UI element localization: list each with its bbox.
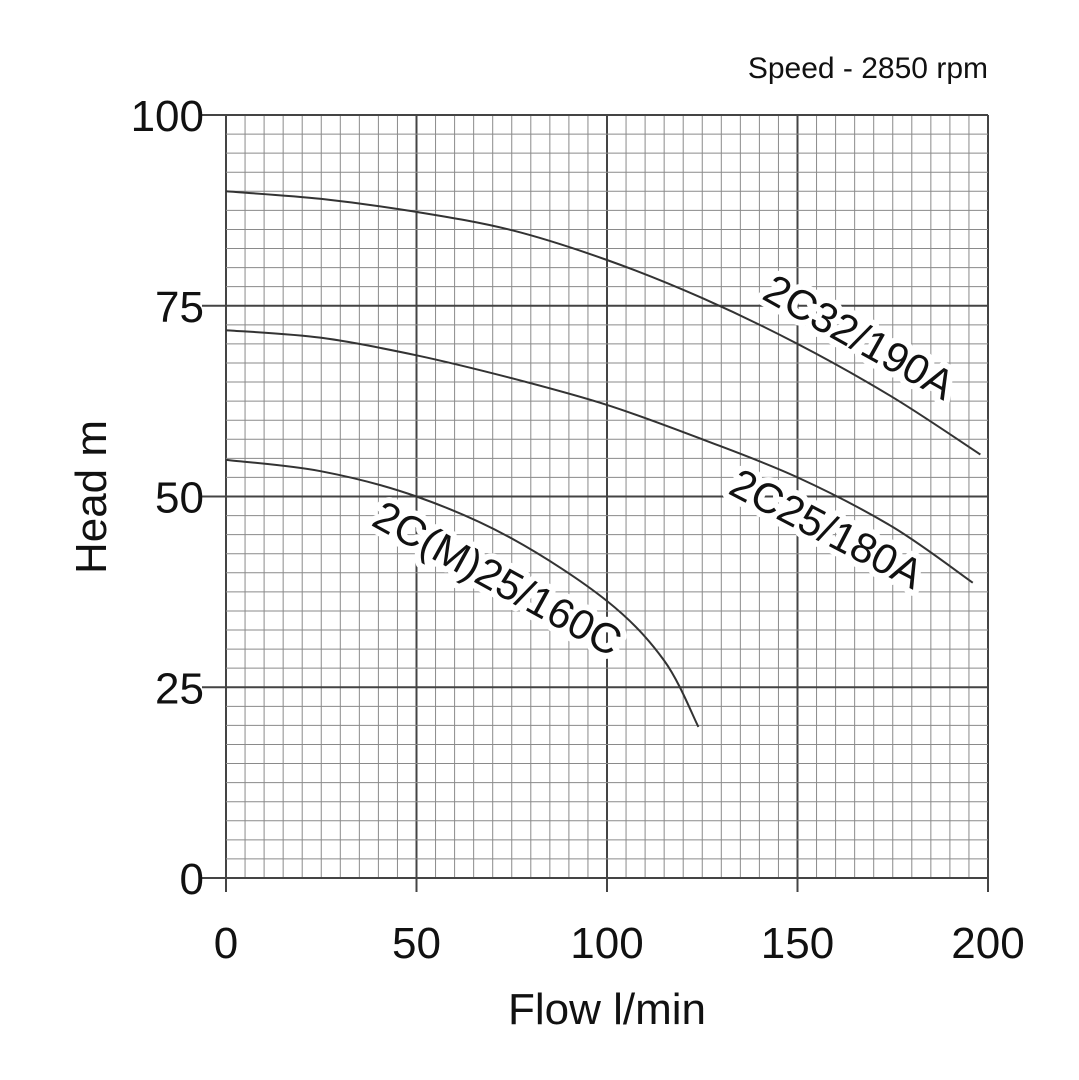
tick-labels: 0 50 100 150 200 0 25 50 75 100 (131, 92, 1025, 968)
speed-annotation: Speed - 2850 rpm (748, 52, 988, 85)
y-tick-label: 0 (180, 855, 204, 904)
series-curve (225, 190, 981, 456)
y-tick-label: 50 (155, 474, 204, 523)
x-tick-label: 150 (761, 919, 834, 968)
series-label: 2C25/180A (723, 459, 931, 598)
y-tick-label: 25 (155, 664, 204, 713)
series-curve (225, 329, 974, 584)
x-tick-label: 100 (570, 919, 643, 968)
x-tick-label: 200 (951, 919, 1024, 968)
series-label: 2C(M)25/160C (366, 491, 630, 665)
y-tick-label: 100 (131, 92, 204, 141)
x-tick-label: 0 (214, 919, 238, 968)
y-axis-title: Head m (67, 420, 116, 574)
grid (202, 114, 989, 892)
series-curve (225, 458, 700, 728)
series-curves (225, 190, 981, 728)
y-tick-label: 75 (155, 283, 204, 332)
x-axis-title: Flow l/min (508, 985, 706, 1034)
x-tick-label: 50 (392, 919, 441, 968)
